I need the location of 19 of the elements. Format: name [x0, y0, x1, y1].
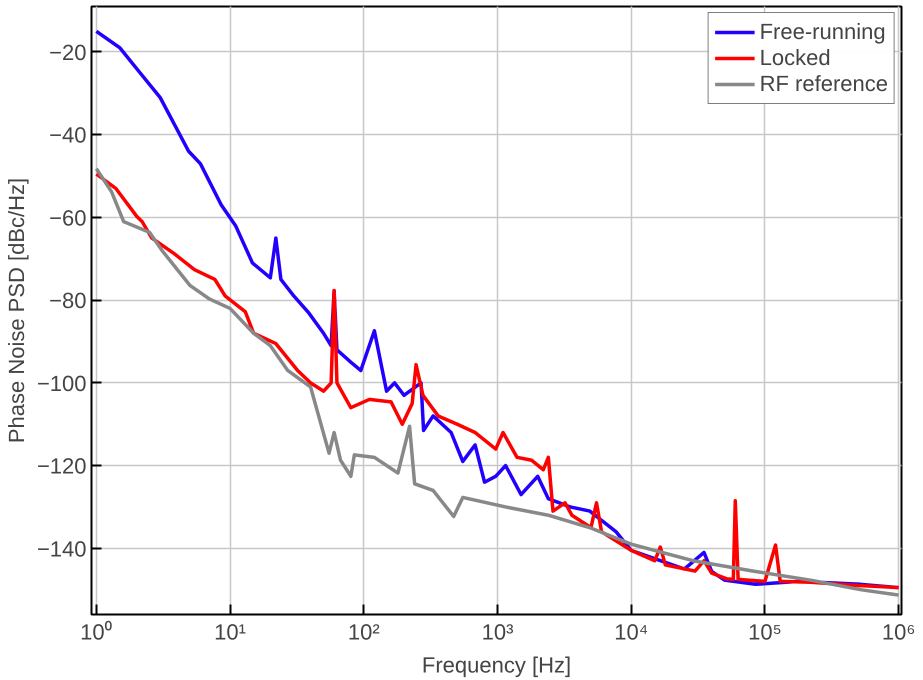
y-tick-label: −100	[36, 370, 87, 396]
x-tick-label: 10²	[348, 620, 380, 644]
y-axis-title: Phase Noise PSD [dBc/Hz]	[4, 178, 29, 444]
x-tick-label: 10⁶	[882, 620, 916, 644]
x-tick-label: 10⁵	[748, 620, 782, 644]
legend-label: Free-running	[760, 19, 886, 45]
y-tick-label: −20	[49, 40, 87, 65]
y-tick-label: −120	[36, 454, 87, 479]
y-tick-label: −40	[49, 122, 87, 148]
y-tick-label: −80	[49, 288, 87, 314]
x-axis-title: Frequency [Hz]	[422, 652, 572, 678]
x-tick-label: 10⁰	[80, 620, 113, 644]
x-tick-label: 10¹	[214, 620, 246, 644]
y-tick-label: −60	[49, 205, 87, 230]
y-tick-label: −140	[36, 536, 87, 562]
x-tick-label: 10⁴	[614, 620, 648, 644]
legend-label: Locked	[760, 45, 831, 71]
x-tick-label: 10³	[482, 620, 514, 644]
legend-label: RF reference	[760, 71, 888, 97]
